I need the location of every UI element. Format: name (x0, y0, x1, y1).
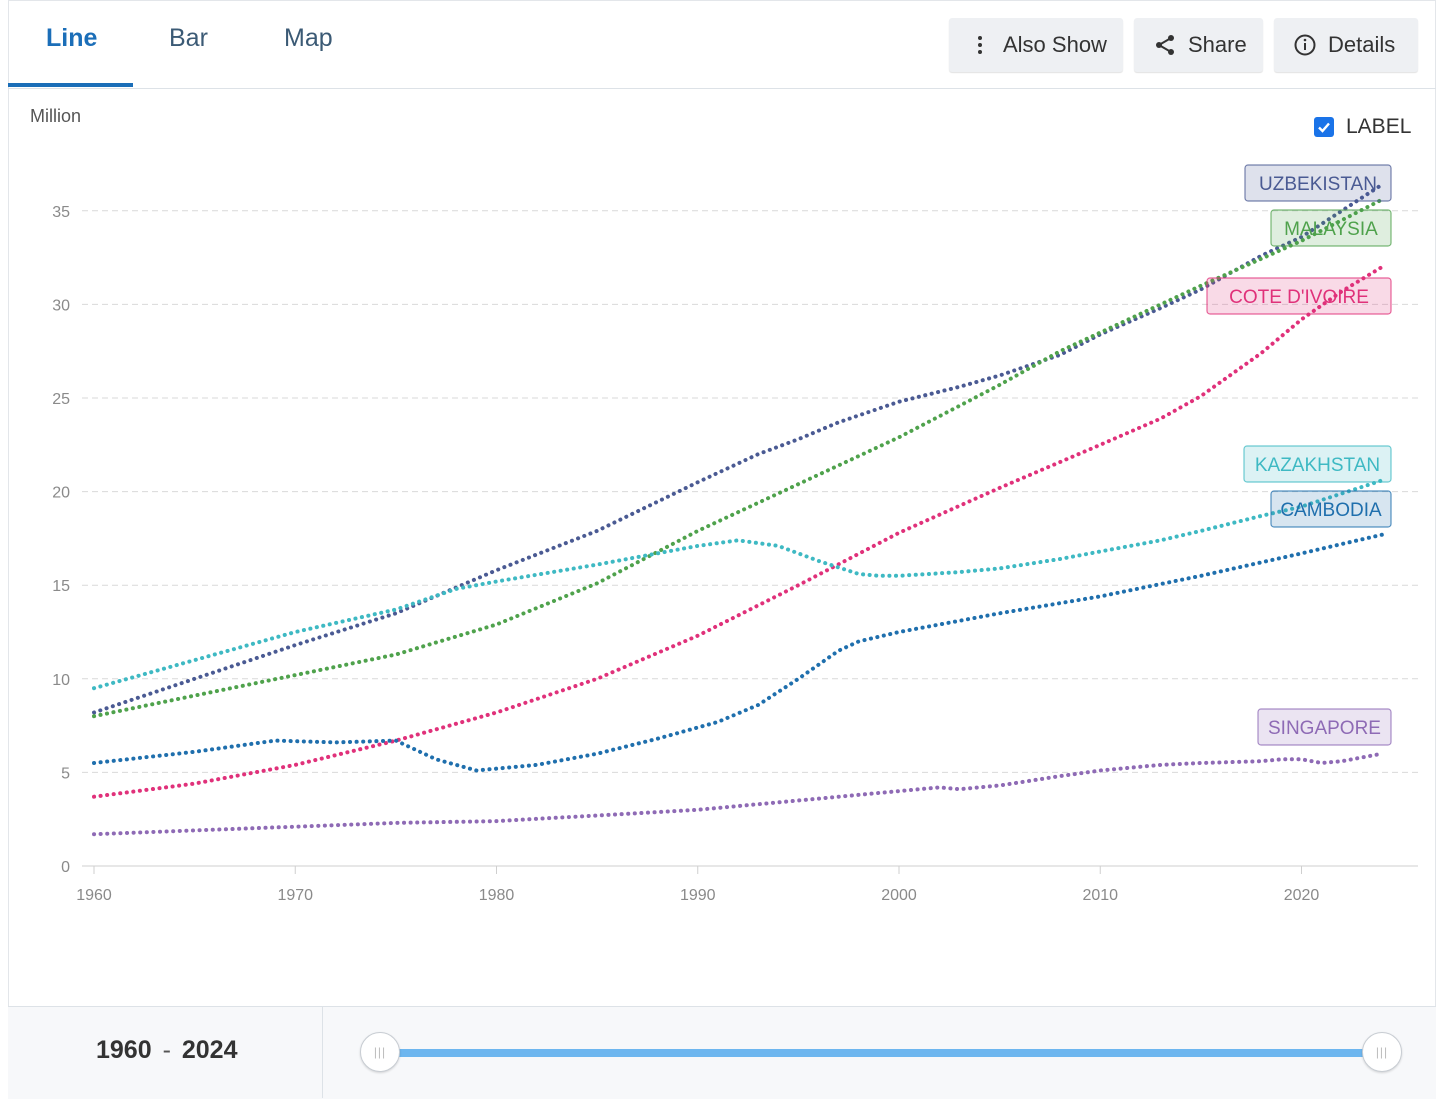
share-icon (1154, 34, 1176, 56)
tab-map[interactable]: Map (284, 24, 333, 52)
y-tick-label: 10 (52, 672, 70, 689)
series-line-uzbekistan (92, 182, 1384, 715)
y-tick-label: 20 (52, 485, 70, 502)
y-tick-label: 5 (61, 765, 70, 782)
label-toggle[interactable]: LABEL (1314, 115, 1411, 139)
x-tick-label: 2010 (1082, 887, 1118, 904)
series-line-cote-d-ivoire (92, 265, 1384, 799)
share-button[interactable]: Share (1134, 18, 1263, 72)
chart-frame (8, 0, 1436, 1098)
series-line-cambodia (92, 532, 1384, 773)
range-start-handle[interactable]: ||| (360, 1032, 400, 1072)
details-button[interactable]: Details (1274, 18, 1418, 72)
series-label-malaysia: MALAYSIA (1284, 219, 1378, 240)
series-label-singapore: SINGAPORE (1268, 718, 1381, 739)
series-label-box-singapore (1257, 708, 1392, 746)
y-tick-label: 0 (61, 859, 70, 876)
checkmark-icon (1318, 122, 1330, 133)
also-show-button[interactable]: Also Show (949, 18, 1123, 72)
series-label-box-kazakhstan (1243, 445, 1392, 483)
range-slider-track[interactable] (380, 1049, 1382, 1057)
more-vertical-icon (969, 34, 991, 56)
series-label-cambodia: CAMBODIA (1280, 500, 1382, 521)
chart-type-tabs: Line Bar Map (8, 0, 1436, 89)
range-separator: - (162, 1036, 171, 1064)
label-checkbox[interactable] (1314, 117, 1334, 137)
line-chart: 0 5 10 15 20 25 30 35 1960 1970 1980 1990 2000 2010 20… (52, 164, 1418, 904)
x-tick-label: 1980 (479, 887, 515, 904)
series-label-cote-d-ivoire: COTE D'IVOIRE (1229, 287, 1369, 308)
y-tick-label: 15 (52, 578, 70, 595)
range-end: 2024 (181, 1036, 238, 1064)
series-line-malaysia (92, 197, 1384, 719)
y-tick-label: 35 (52, 204, 70, 221)
range-divider (322, 1007, 323, 1098)
series-label-box-malaysia (1270, 209, 1392, 247)
tab-line[interactable]: Line (46, 24, 98, 52)
y-axis-unit-label: Million (30, 106, 82, 126)
x-tick-label: 1970 (277, 887, 313, 904)
series-line-singapore (92, 751, 1384, 837)
series-label-box-cambodia (1270, 490, 1392, 528)
series-label-box-uzbekistan (1244, 164, 1392, 202)
series-label-kazakhstan: KAZAKHSTAN (1255, 455, 1380, 476)
x-tick-label: 1960 (76, 887, 112, 904)
grip-icon: ||| (1375, 1045, 1389, 1059)
share-label: Share (1188, 32, 1247, 57)
y-tick-label: 30 (52, 297, 70, 314)
grip-icon: ||| (373, 1045, 387, 1059)
x-tick-label: 2000 (881, 887, 917, 904)
series-line-kazakhstan (92, 478, 1384, 691)
label-toggle-text: LABEL (1346, 115, 1412, 138)
also-show-label: Also Show (1003, 32, 1107, 57)
range-readout: 1960 - 2024 (96, 1036, 237, 1065)
y-tick-label: 25 (52, 391, 70, 408)
range-end-handle[interactable]: ||| (1362, 1032, 1402, 1072)
series-label-box-cote-d-ivoire (1206, 277, 1392, 315)
series-label-uzbekistan: UZBEKISTAN (1259, 174, 1377, 195)
details-label: Details (1328, 32, 1396, 57)
range-start: 1960 (96, 1036, 152, 1064)
x-tick-label: 1990 (680, 887, 716, 904)
active-tab-indicator (8, 83, 133, 87)
tab-bar[interactable]: Bar (169, 24, 208, 52)
x-tick-label: 2020 (1284, 887, 1320, 904)
info-icon (1294, 34, 1316, 56)
